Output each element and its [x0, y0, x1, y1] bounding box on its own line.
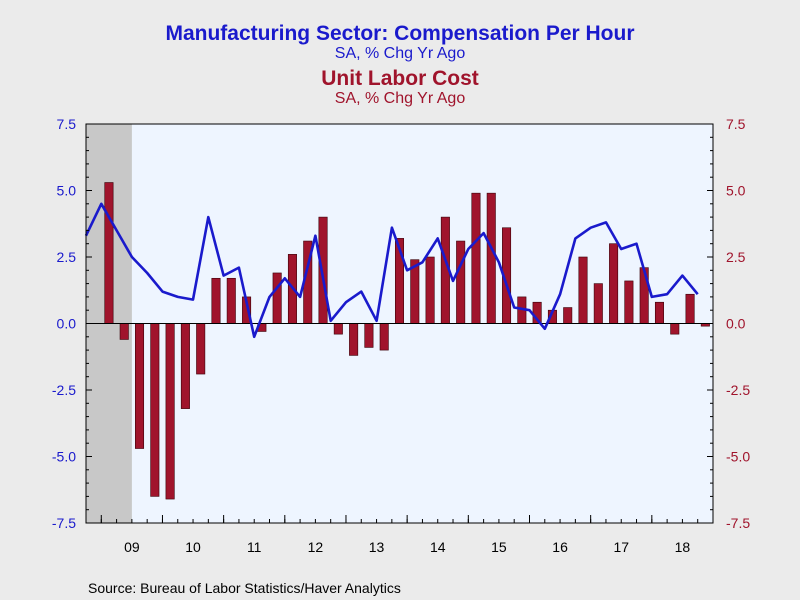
line-series-compensation	[84, 202, 699, 339]
left-tick-label: -7.5	[52, 515, 76, 531]
bar-2016Q3	[563, 307, 573, 324]
bar-2017Q3	[624, 280, 634, 324]
bar-2010Q3	[196, 323, 206, 375]
right-tick-label: -5.0	[726, 449, 750, 465]
x-tick-label: 14	[430, 539, 446, 555]
bar-2010Q1	[165, 323, 175, 500]
x-tick-label: 12	[308, 539, 324, 555]
bar-2013Q3	[379, 323, 389, 351]
bar-2009Q4	[150, 323, 160, 497]
x-tick-label: 11	[247, 539, 262, 555]
left-tick-label: 0.0	[57, 316, 77, 332]
left-tick-label: 5.0	[57, 183, 77, 199]
right-axis: 7.5 5.0 2.5 0.0 -2.5 -5.0 -7.5	[707, 116, 750, 531]
bar-2012Q3	[318, 216, 328, 324]
bar-2012Q4	[333, 323, 343, 335]
bar-2015Q2	[486, 192, 496, 324]
x-tick-label: 09	[124, 539, 140, 555]
x-tick-label: 10	[185, 539, 201, 555]
bar-2010Q2	[180, 323, 190, 409]
x-tick-label: 16	[552, 539, 568, 555]
bar-2009Q1	[104, 182, 114, 324]
right-tick-label: -2.5	[726, 382, 750, 398]
x-tick-label: 17	[613, 539, 629, 555]
bar-title: Unit Labor Cost	[321, 67, 479, 90]
bar-subtitle: SA, % Chg Yr Ago	[335, 90, 466, 107]
left-tick-label: -2.5	[52, 382, 76, 398]
right-tick-label: 7.5	[726, 116, 746, 132]
bar-2017Q1	[593, 283, 603, 324]
bar-2010Q4	[211, 277, 221, 324]
x-tick-label: 15	[491, 539, 507, 555]
bar-2014Q4	[456, 240, 466, 324]
bar-2009Q3	[135, 323, 145, 449]
right-tick-label: 5.0	[726, 183, 746, 199]
left-axis: 7.5 5.0 2.5 0.0 -2.5 -5.0 -7.5	[52, 116, 92, 531]
bar-2009Q2	[119, 323, 129, 340]
line-subtitle: SA, % Chg Yr Ago	[335, 45, 466, 62]
left-tick-label: 2.5	[57, 249, 77, 265]
right-tick-label: -7.5	[726, 515, 750, 531]
bar-2018Q1	[654, 301, 664, 324]
bar-2016Q4	[578, 256, 588, 324]
right-tick-label: 0.0	[726, 316, 746, 332]
left-tick-label: -5.0	[52, 449, 76, 465]
x-axis: 09 10 11 12 13 14 15 16 17 18	[100, 515, 714, 555]
bar-2018Q2	[670, 323, 680, 335]
x-tick-label: 18	[675, 539, 691, 555]
x-tick-label: 13	[369, 539, 385, 555]
source-note: Source: Bureau of Labor Statistics/Haver…	[88, 580, 401, 596]
bar-2011Q1	[226, 277, 236, 324]
right-tick-label: 2.5	[726, 249, 746, 265]
bar-2011Q4	[272, 272, 282, 324]
bar-2013Q2	[364, 323, 374, 348]
line-title: Manufacturing Sector: Compensation Per H…	[165, 22, 634, 45]
left-tick-label: 7.5	[57, 116, 77, 132]
bar-2018Q3	[685, 293, 695, 324]
bar-2013Q1	[349, 323, 359, 356]
bar-2017Q2	[609, 243, 619, 324]
bar-2014Q2	[425, 256, 435, 324]
bar-2015Q1	[471, 192, 481, 324]
